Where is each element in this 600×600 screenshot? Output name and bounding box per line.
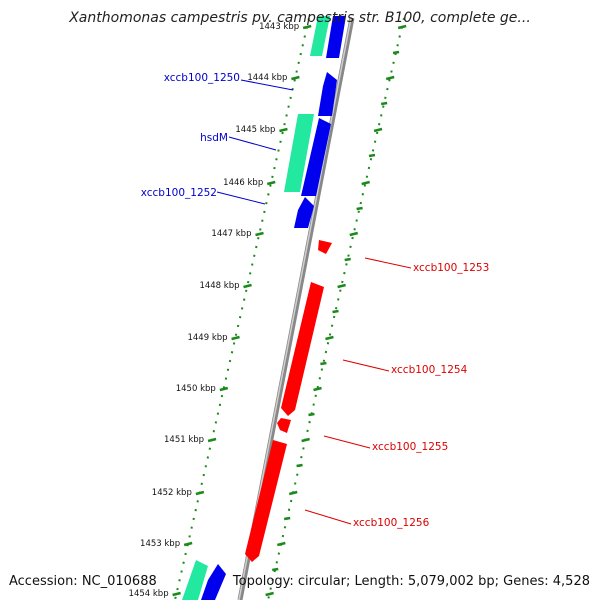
tick-mark-minor [272,567,279,572]
tick-mark-minor [392,50,400,55]
tick-mark-minor [332,309,339,314]
tick-mark-left [266,180,276,186]
tick-mark-minor [283,516,291,521]
cds-feature-hsdm [301,118,331,196]
gene-label-right[interactable]: xccb100_1253 [413,262,489,274]
tick-label: 1452 kbp [152,488,192,498]
tick-mark-minor [356,206,363,211]
cds-feature-xccb100-1256 [245,440,287,562]
tick-label: 1447 kbp [211,229,251,239]
topology-summary: Topology: circular; Length: 5,079,002 bp… [232,574,590,589]
cds-feature-1249 [326,16,346,58]
gene-feature-1257 [182,560,208,600]
tick-mark-right [277,541,286,547]
left-tick-rail [174,17,310,600]
tick-label: 1451 kbp [164,435,204,445]
tick-label: 1446 kbp [223,178,263,188]
cds-feature-xccb100-1250 [318,72,337,116]
tick-mark-minor [380,101,388,106]
tick-label: 1448 kbp [199,281,239,291]
tick-mark-minor [308,412,315,417]
tick-mark-left [219,386,229,392]
tick-mark-left [255,231,264,237]
tick-mark-left [279,127,288,133]
gene-label-left[interactable]: hsdM [200,132,228,144]
cds-feature-xccb100-1253 [318,240,332,254]
tick-label: 1450 kbp [176,384,216,394]
tick-mark-left [291,75,300,81]
tick-label: 1454 kbp [129,589,169,599]
tick-mark-right [313,386,322,392]
tick-label: 1453 kbp [140,539,180,549]
tick-mark-right [385,75,395,81]
tick-mark-right [265,591,274,597]
tick-mark-right [397,24,407,30]
tick-mark-left [195,490,205,496]
tick-mark-left [172,591,181,597]
tick-mark-right [361,180,370,186]
cds-feature-xccb100-1252 [294,197,314,228]
tick-mark-left [243,283,252,289]
map-title: Xanthomonas campestris pv. campestris st… [69,10,531,26]
right-gene-leaders [304,257,412,525]
gene-feature-hsdm [284,114,314,192]
tick-mark-right [301,437,310,443]
reverse-features [245,240,332,562]
accession-text: Accession: NC_010688 [9,574,157,589]
gene-label-left[interactable]: xccb100_1252 [141,187,217,199]
tick-mark-minor [344,257,351,262]
tick-label: 1445 kbp [235,125,275,135]
gene-label-left[interactable]: xccb100_1250 [164,72,240,84]
tick-label: 1444 kbp [247,73,287,83]
tick-label: 1443 kbp [259,22,299,32]
cds-feature-1257 [201,564,226,600]
tick-mark-right [337,283,346,289]
tick-mark-minor [368,153,376,158]
cds-feature-xccb100-1255 [277,418,291,433]
gene-feature-1249 [310,16,330,56]
gene-label-right[interactable]: xccb100_1256 [353,517,430,529]
tick-mark-left [302,24,312,30]
tick-mark-minor [320,361,327,366]
left-gene-leaders [216,79,294,205]
tick-mark-right [349,231,359,237]
tick-label: 1449 kbp [187,333,227,343]
tick-mark-minor [296,463,303,468]
tick-mark-left [207,437,217,443]
tick-mark-left [183,541,193,547]
tick-mark-right [288,490,298,496]
tick-mark-right [373,127,383,133]
forward-features [182,16,346,600]
tick-mark-left [231,335,240,341]
cds-feature-xccb100-1254 [281,282,324,416]
gene-label-right[interactable]: xccb100_1255 [372,441,448,453]
tick-mark-right [325,335,334,341]
right-tick-rail [267,17,405,600]
gene-label-right[interactable]: xccb100_1254 [391,364,468,376]
